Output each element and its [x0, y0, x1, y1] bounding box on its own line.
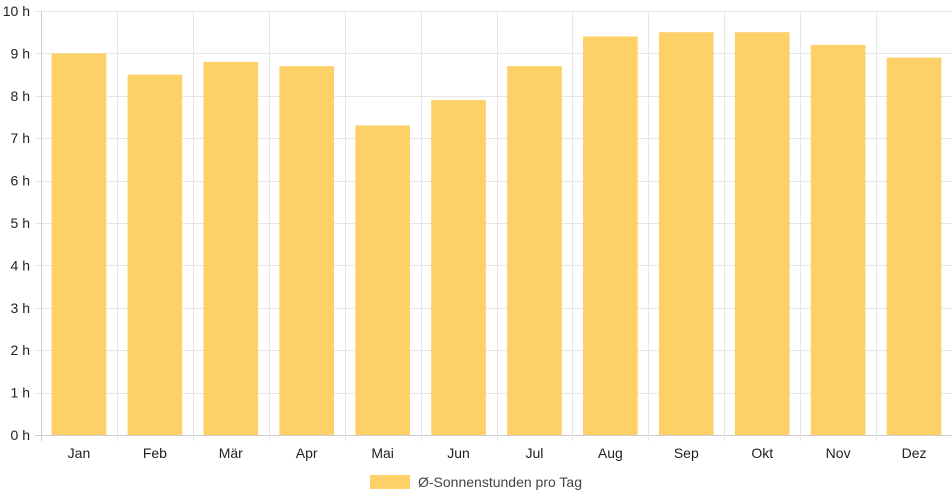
- x-tick-label: Jul: [526, 445, 544, 461]
- bar-jun[interactable]: [431, 100, 486, 435]
- x-tick-label: Aug: [598, 445, 623, 461]
- y-tick-label: 0 h: [11, 427, 30, 443]
- x-tick-label: Jan: [68, 445, 91, 461]
- bar-dez[interactable]: [886, 57, 942, 435]
- x-tick-label: Feb: [143, 445, 167, 461]
- x-tick-label: Jun: [447, 445, 470, 461]
- bar-jul[interactable]: [507, 66, 562, 436]
- y-tick-label: 6 h: [11, 173, 30, 189]
- y-tick-label: 1 h: [11, 385, 30, 401]
- x-tick-label: Mai: [371, 445, 394, 461]
- bar-mai[interactable]: [355, 125, 410, 435]
- legend[interactable]: Ø-Sonnenstunden pro Tag: [0, 470, 952, 494]
- y-tick-label: 4 h: [11, 257, 30, 273]
- bar-sep[interactable]: [658, 32, 714, 435]
- y-axis-ticks: 0 h 1 h 2 h 3 h 4 h 5 h 6 h 7 h 8 h 9 h 10 h: [3, 3, 30, 443]
- legend-swatch: [370, 475, 410, 489]
- x-tick-label: Apr: [296, 445, 318, 461]
- grid-lines: [35, 11, 952, 441]
- legend-label: Ø-Sonnenstunden pro Tag: [418, 474, 582, 490]
- bar-feb[interactable]: [127, 74, 183, 435]
- bar-okt[interactable]: [734, 32, 790, 435]
- bar-apr[interactable]: [279, 66, 335, 436]
- y-tick-label: 10 h: [3, 3, 30, 19]
- y-tick-label: 9 h: [11, 45, 30, 61]
- x-axis-ticks: Jan Feb Mär Apr Mai Jun Jul Aug Sep Okt Nov Dez: [68, 445, 927, 461]
- bar-nov[interactable]: [810, 44, 866, 436]
- x-tick-label: Dez: [902, 445, 927, 461]
- y-tick-label: 5 h: [11, 215, 30, 231]
- y-tick-label: 3 h: [11, 300, 30, 316]
- y-tick-label: 2 h: [11, 342, 30, 358]
- bar-aug[interactable]: [583, 36, 638, 435]
- bar-jan[interactable]: [51, 53, 107, 436]
- bars: [51, 32, 942, 436]
- bar-chart: 0 h 1 h 2 h 3 h 4 h 5 h 6 h 7 h 8 h 9 h 10 h Jan Fe…: [3, 3, 952, 461]
- x-tick-label: Mär: [219, 445, 243, 461]
- x-tick-label: Sep: [674, 445, 699, 461]
- bar-mär[interactable]: [203, 61, 259, 435]
- x-tick-label: Okt: [751, 445, 773, 461]
- y-tick-label: 7 h: [11, 130, 30, 146]
- y-tick-label: 8 h: [11, 88, 30, 104]
- x-tick-label: Nov: [826, 445, 851, 461]
